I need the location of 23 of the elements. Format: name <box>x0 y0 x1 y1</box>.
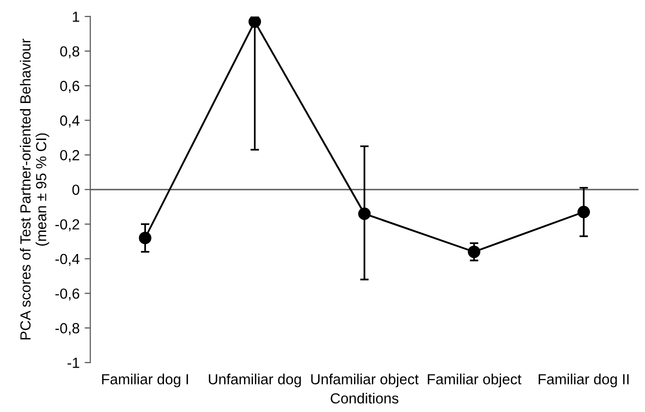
y-tick-label: -0,2 <box>55 219 80 232</box>
point <box>138 232 152 244</box>
x-tick-label: Familiar object <box>428 374 522 388</box>
y-tick-label: 1 <box>72 12 80 22</box>
point <box>248 16 262 28</box>
y-tick-label: 0,6 <box>60 80 80 93</box>
y-tick-label: 0,8 <box>60 46 80 58</box>
y-tick-label: -0,8 <box>55 323 80 336</box>
y-tick-label: -1 <box>68 358 80 368</box>
x-tick-label: Unfamiliar object <box>311 374 419 388</box>
y-tick-label: -0,6 <box>55 288 80 300</box>
point <box>468 246 480 258</box>
point <box>358 207 371 220</box>
x-axis-title: Conditions <box>330 392 398 404</box>
y-tick-label: 0,4 <box>60 115 80 128</box>
y-tick-label: 0 <box>72 184 80 195</box>
point <box>577 206 590 218</box>
y-axis-title: PCA scores of Test Partner-oriented Behaviour (mean ± 95 % CI) <box>20 38 50 340</box>
y-tick-label: -0,4 <box>55 254 80 266</box>
x-tick-label: Familiar dog II <box>538 374 629 388</box>
y-tick-label: 0,2 <box>60 150 80 162</box>
x-tick-label: Familiar dog I <box>102 374 188 388</box>
x-tick-label: Unfamiliar dog <box>208 374 301 388</box>
